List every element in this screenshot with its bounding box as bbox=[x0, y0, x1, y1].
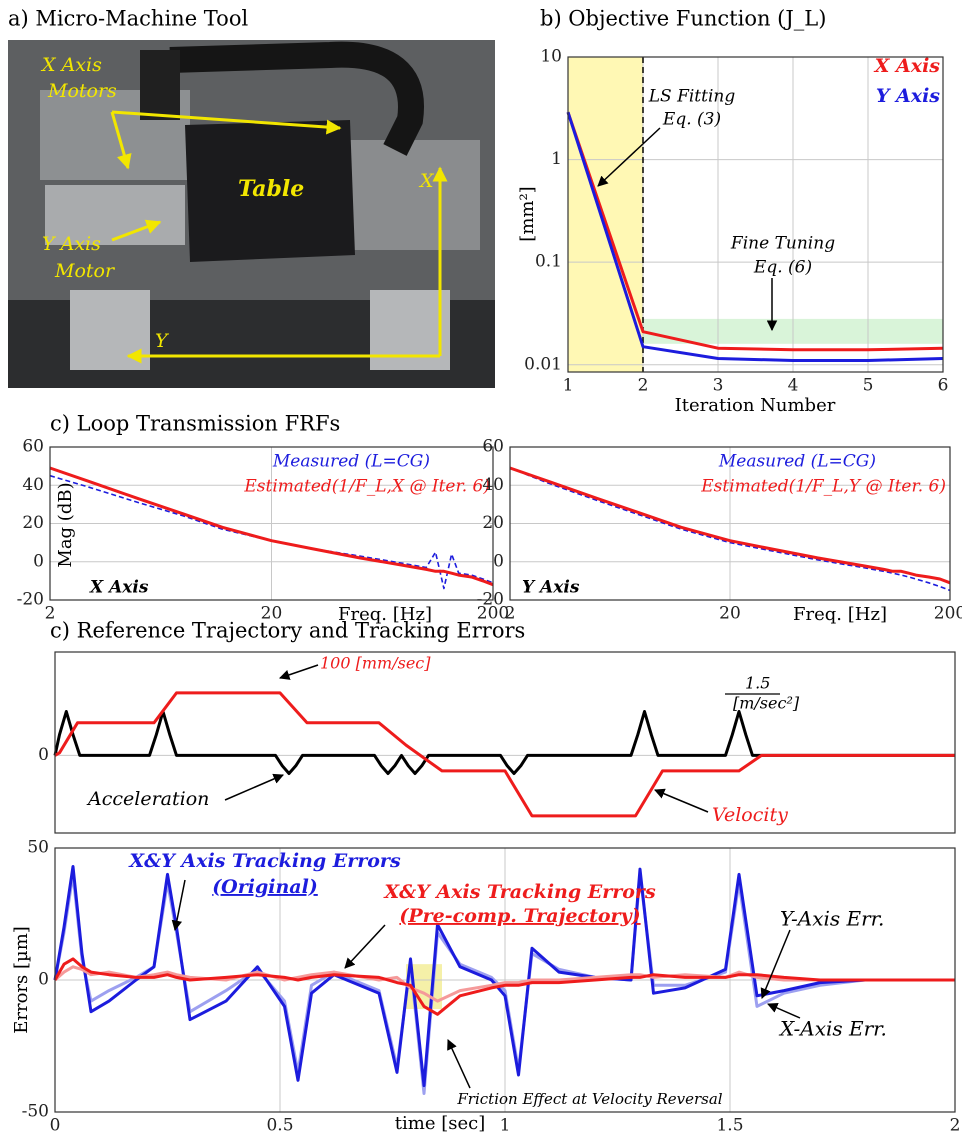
shade bbox=[568, 57, 643, 372]
annotation: Eq. (3) bbox=[662, 110, 721, 130]
annotation: Y Axis bbox=[522, 578, 580, 598]
x-tick-label: 2 bbox=[950, 1116, 961, 1134]
series-name: Acceleration bbox=[86, 788, 209, 810]
chart-title: c) Reference Trajectory and Tracking Err… bbox=[50, 619, 525, 643]
annotation: X&Y Axis Tracking Errors bbox=[128, 850, 401, 872]
photo-shape bbox=[140, 50, 180, 120]
annotation: LS Fitting bbox=[648, 87, 736, 107]
series-name: Measured (L=CG) bbox=[718, 452, 876, 472]
y-tick-label: 50 bbox=[27, 838, 49, 858]
x-tick-label: 0.5 bbox=[266, 1116, 293, 1134]
annotation: Fine Tuning bbox=[730, 234, 835, 254]
annotation: 100 [mm/sec] bbox=[320, 654, 431, 673]
y-tick-label: 60 bbox=[482, 437, 504, 457]
y-tick-label: 20 bbox=[482, 513, 504, 533]
photo-shape bbox=[370, 290, 450, 370]
y-tick-label: 0 bbox=[38, 970, 49, 990]
annotation: Eq. (6) bbox=[753, 258, 812, 278]
y-tick-label: -20 bbox=[477, 590, 504, 610]
photo-label: Motors bbox=[47, 80, 117, 102]
y-tick-label: 0 bbox=[493, 551, 504, 571]
photo-label: X bbox=[418, 170, 435, 192]
annotation: X&Y Axis Tracking Errors bbox=[383, 881, 656, 903]
y-tick-label: 40 bbox=[22, 475, 44, 495]
series-name: Measured (L=CG) bbox=[272, 452, 430, 472]
photo-shape bbox=[340, 140, 480, 250]
x-tick-label: 3 bbox=[713, 376, 724, 396]
figure: a) Micro-Machine Tool X Axis Motors Tabl… bbox=[0, 0, 962, 1134]
series-name: Y Axis bbox=[876, 85, 940, 107]
series-name: X Axis bbox=[874, 55, 941, 77]
series-name: Estimated(1/F_L,X @ Iter. 6) bbox=[243, 477, 490, 497]
y-tick-label: 0 bbox=[38, 745, 49, 765]
y-tick-label: 20 bbox=[22, 513, 44, 533]
y-axis-label: Mag (dB) bbox=[55, 482, 76, 567]
series-name: Velocity bbox=[712, 804, 788, 826]
y-tick-label: -20 bbox=[17, 590, 44, 610]
photo-label: Table bbox=[238, 176, 304, 202]
x-tick-label: 200 bbox=[934, 604, 962, 624]
annotation: Friction Effect at Velocity Reversal bbox=[456, 1090, 722, 1108]
x-tick-label: 6 bbox=[938, 376, 949, 396]
y-axis-label: Errors [µm] bbox=[11, 926, 32, 1034]
x-tick-label: 5 bbox=[863, 376, 874, 396]
y-tick-label: 60 bbox=[22, 437, 44, 457]
y-tick-label: 0 bbox=[33, 551, 44, 571]
y-tick-label: -50 bbox=[22, 1102, 49, 1122]
annotation: X Axis bbox=[89, 578, 149, 598]
chart-title: c) Loop Transmission FRFs bbox=[50, 412, 340, 436]
x-axis-label: time [sec] bbox=[395, 1113, 485, 1134]
y-tick-label: 1 bbox=[551, 149, 562, 169]
photo-shape bbox=[70, 290, 150, 370]
y-tick-label: 0.1 bbox=[535, 252, 562, 272]
x-tick-label: 1 bbox=[563, 376, 574, 396]
x-axis-label: Freq. [Hz] bbox=[793, 604, 887, 625]
chart-title: b) Objective Function (J_L) bbox=[540, 7, 826, 31]
panel-title: a) Micro-Machine Tool bbox=[8, 7, 248, 31]
photo-label: X Axis bbox=[40, 54, 102, 76]
x-tick-label: 4 bbox=[788, 376, 799, 396]
x-tick-label: 2 bbox=[638, 376, 649, 396]
y-tick-label: 40 bbox=[482, 475, 504, 495]
x-tick-label: 20 bbox=[719, 604, 741, 624]
y-tick-label: 0.01 bbox=[524, 354, 562, 374]
annotation: (Pre-comp. Trajectory) bbox=[399, 905, 640, 927]
annotation: (Original) bbox=[212, 876, 318, 898]
annotation: X-Axis Err. bbox=[778, 1017, 887, 1041]
photo-label: Y Axis bbox=[42, 233, 101, 255]
x-axis-label: Iteration Number bbox=[675, 395, 836, 416]
annotation: Y-Axis Err. bbox=[780, 907, 884, 931]
x-tick-label: 1 bbox=[500, 1116, 511, 1134]
y-axis-label: [mm²] bbox=[517, 186, 538, 241]
annotation: [m/sec²] bbox=[733, 694, 800, 713]
photo: a) Micro-Machine Tool X Axis Motors Tabl… bbox=[8, 7, 495, 389]
annotation: 1.5 bbox=[745, 674, 770, 693]
x-tick-label: 1.5 bbox=[716, 1116, 743, 1134]
series-name: Estimated(1/F_L,Y @ Iter. 6) bbox=[700, 477, 946, 497]
x-tick-label: 0 bbox=[50, 1116, 61, 1134]
photo-label: Motor bbox=[54, 260, 116, 282]
y-tick-label: 10 bbox=[540, 47, 562, 67]
